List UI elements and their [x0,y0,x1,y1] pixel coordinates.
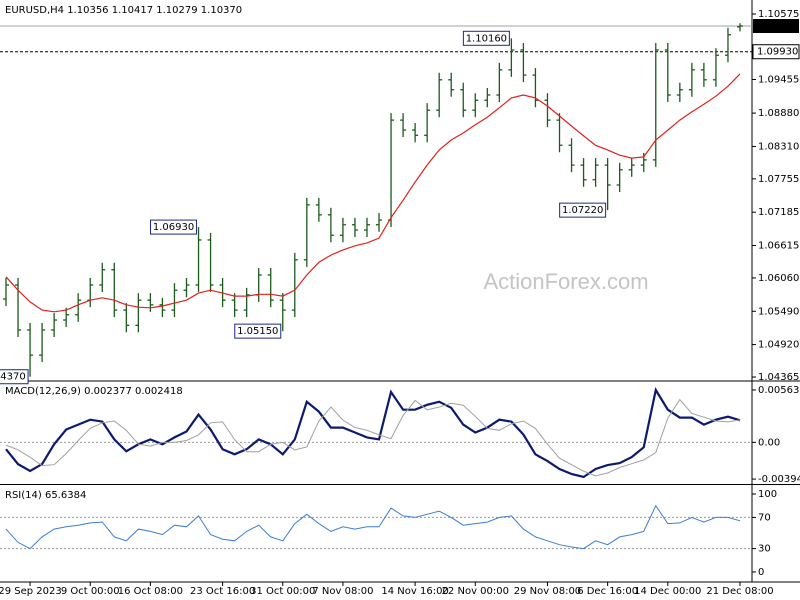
y-tick-label: 0 [758,567,764,578]
y-tick-label: 1.08310 [758,141,799,152]
level-label: 1.09930 [757,47,798,58]
indicator-line [5,398,741,477]
y-tick-label: 30 [758,544,771,555]
x-tick-label: 14 Nov 16:00 [381,586,448,597]
y-tick-label: 1.08880 [758,108,799,119]
y-tick-label: 1.07755 [758,174,799,185]
y-tick-label: 0.005635 [758,385,800,396]
annotation-label: 1.10160 [466,33,507,44]
indicator-line [5,504,741,550]
x-tick-label: 7 Nov 08:00 [312,586,373,597]
y-tick-label: 1.07185 [758,207,799,218]
y-tick-label: 1.04920 [758,340,799,351]
y-tick-label: 1.06060 [758,273,799,284]
x-tick-label: 21 Dec 08:00 [706,586,773,597]
x-tick-label: 29 Sep 2023 [0,586,62,597]
x-tick-label: 9 Oct 00:00 [61,586,120,597]
y-tick-label: 1.05490 [758,306,799,317]
rsi-title: RSI(14) 65.6384 [5,490,86,501]
chart-title: EURUSD,H4 1.10356 1.10417 1.10279 1.1037… [5,5,242,16]
annotation-box [559,202,607,218]
annotation-box [150,219,198,235]
x-tick-label: 14 Dec 00:00 [634,586,701,597]
x-tick-label: 6 Dec 16:00 [577,586,638,597]
watermark: ActionForex.com [483,269,648,294]
annotation-label: 1.04370 [0,372,26,383]
y-tick-label: 1.04365 [758,372,799,383]
y-tick-label: 1.09455 [758,74,799,85]
x-tick-label: 16 Oct 08:00 [118,586,183,597]
y-tick-label: 1.10575 [758,9,799,20]
current-price-box [753,19,799,34]
y-tick-label: -0.003949 [758,474,800,485]
current-price-label: 1.10370 [757,21,798,32]
annotation-box [234,323,282,339]
annotation-label: 1.07220 [562,205,603,216]
moving-average [5,73,741,313]
annotation-box [0,369,29,385]
x-tick-label: 29 Nov 08:00 [514,586,581,597]
level-box [752,44,800,60]
annotation-label: 1.05150 [237,326,278,337]
x-tick-label: 23 Oct 16:00 [190,586,255,597]
annotation-label: 1.06930 [153,222,194,233]
y-tick-label: 0.00 [758,437,780,448]
annotation-box [462,30,510,46]
x-tick-label: 31 Oct 00:00 [250,586,315,597]
y-tick-label: 100 [758,489,777,500]
indicator-line [5,387,741,479]
y-tick-label: 1.06615 [758,241,799,252]
macd-title: MACD(12,26,9) 0.002377 0.002418 [5,386,183,397]
y-tick-label: 70 [758,512,771,523]
x-tick-label: 22 Nov 00:00 [442,586,509,597]
